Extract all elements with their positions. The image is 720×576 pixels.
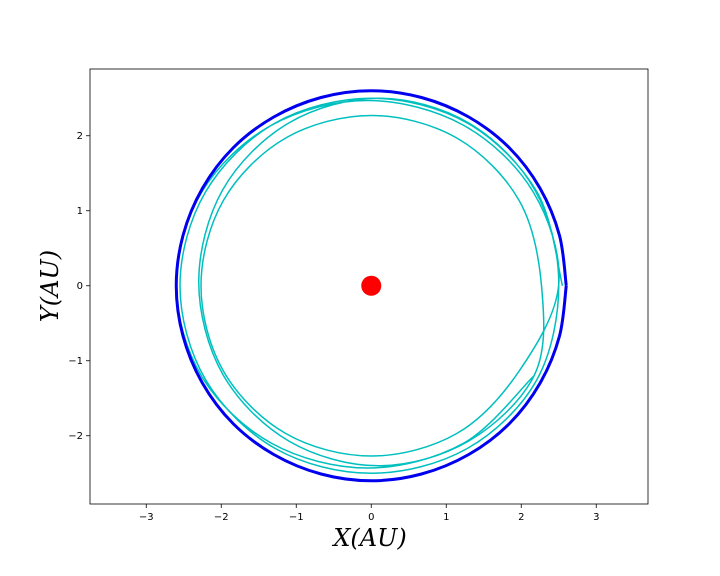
plot-frame	[89, 68, 649, 505]
x-tick-label: −1	[289, 512, 304, 523]
orbit-line	[174, 89, 568, 483]
x-tick-label: 2	[518, 512, 524, 523]
x-axis-label: X(AU)	[331, 524, 406, 552]
y-tick-label: 0	[77, 281, 83, 292]
x-tick-label: 0	[368, 512, 374, 523]
y-tick-label: −2	[68, 431, 83, 442]
y-tick-label: 2	[77, 131, 83, 142]
x-tick-label: −2	[214, 512, 229, 523]
x-tick-label: −3	[139, 512, 154, 523]
y-axis-label: Y(AU)	[36, 250, 64, 322]
orbit-line	[175, 97, 564, 475]
y-tick-label: 1	[77, 206, 83, 217]
x-tick-label: 1	[443, 512, 449, 523]
x-tick-label: 3	[593, 512, 599, 523]
sun-point	[361, 275, 382, 296]
y-tick-label: −1	[68, 356, 83, 367]
